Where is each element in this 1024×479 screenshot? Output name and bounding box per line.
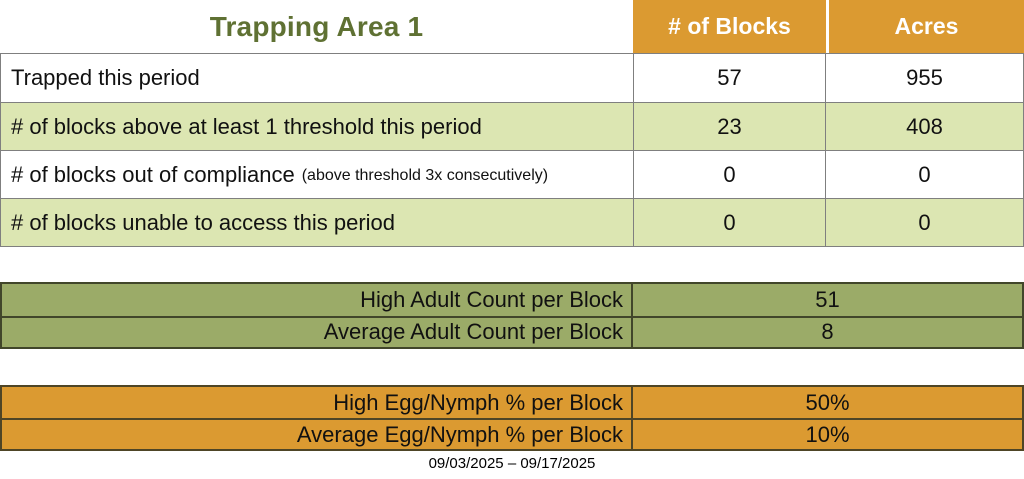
row-label-main: # of blocks out of compliance: [11, 161, 295, 187]
adult-count-table: High Adult Count per Block 51 Average Ad…: [0, 282, 1024, 349]
table-row: # of blocks unable to access this period…: [1, 198, 1023, 246]
row-label: High Egg/Nymph % per Block: [2, 387, 633, 418]
row-value-acres: 0: [825, 199, 1023, 246]
row-label: # of blocks above at least 1 threshold t…: [11, 113, 482, 139]
row-value: 10%: [805, 421, 850, 447]
row-value-blocks: 0: [633, 199, 825, 246]
header-row: Trapping Area 1 # of Blocks Acres: [0, 0, 1024, 53]
column-header-blocks: # of Blocks: [633, 0, 826, 53]
row-value-acres: 955: [825, 54, 1023, 102]
table-row: Trapped this period 57 955: [1, 54, 1023, 102]
row-value: 51: [815, 286, 840, 312]
table-row: Average Egg/Nymph % per Block 10%: [2, 418, 1022, 449]
row-value-blocks: 57: [633, 54, 825, 102]
row-label: Trapped this period: [11, 65, 200, 90]
row-value: 8: [821, 319, 834, 345]
row-value: 50%: [805, 389, 850, 415]
page-title: Trapping Area 1: [209, 10, 424, 42]
table-row: # of blocks above at least 1 threshold t…: [1, 102, 1023, 150]
table-row: High Egg/Nymph % per Block 50%: [2, 387, 1022, 418]
row-value-blocks: 23: [633, 103, 825, 150]
date-range: 09/03/2025 – 09/17/2025: [428, 455, 596, 472]
row-label: Average Egg/Nymph % per Block: [2, 420, 633, 449]
row-label: # of blocks unable to access this period: [11, 209, 396, 235]
row-value-acres: 0: [825, 151, 1023, 198]
row-label: # of blocks out of compliance (above thr…: [1, 151, 633, 198]
column-header-acres: Acres: [826, 0, 1024, 53]
row-label: Average Adult Count per Block: [2, 317, 633, 347]
main-table: Trapped this period 57 955 # of blocks a…: [0, 53, 1024, 247]
row-label: High Adult Count per Block: [2, 284, 633, 316]
table-row: # of blocks out of compliance (above thr…: [1, 150, 1023, 198]
row-value-blocks: 0: [633, 151, 825, 198]
row-label-note: (above threshold 3x consecutively): [301, 167, 549, 184]
row-value-acres: 408: [825, 103, 1023, 150]
table-row: High Adult Count per Block 51: [2, 284, 1022, 316]
egg-nymph-table: High Egg/Nymph % per Block 50% Average E…: [0, 385, 1024, 451]
table-row: Average Adult Count per Block 8: [2, 315, 1022, 347]
